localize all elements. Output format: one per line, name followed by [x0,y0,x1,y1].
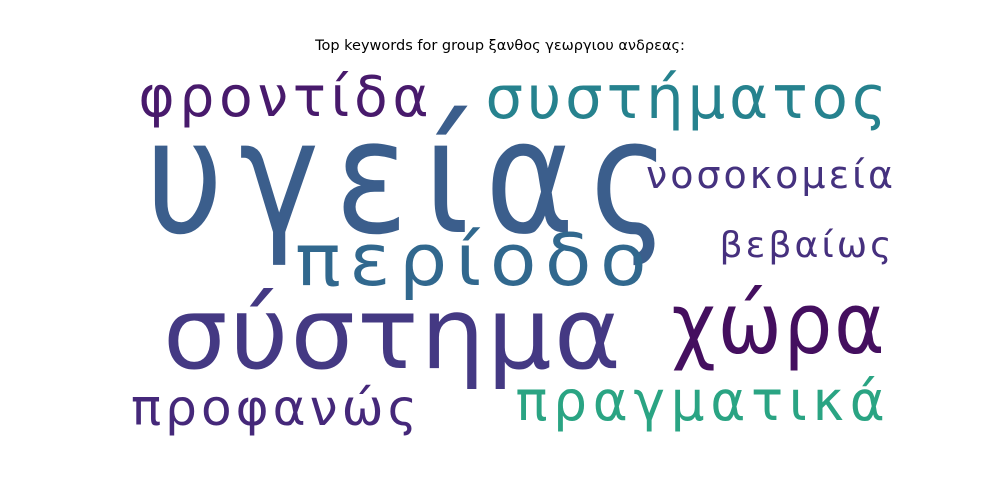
word-5: συστήματος [486,63,891,133]
word-4: περίοδο [295,218,655,302]
word-1: υγείας [145,86,685,270]
word-3: χώρα [672,275,887,374]
word-9: νοσοκομεία [646,153,896,197]
word-6: πραγματικά [516,369,891,433]
word-2: σύστημα [163,275,623,392]
word-10: βεβαίως [720,225,895,266]
chart-title: Top keywords for group ξανθος γεωργιου α… [315,38,685,54]
word-8: προφανώς [131,379,421,437]
word-7: φροντίδα [139,65,434,130]
